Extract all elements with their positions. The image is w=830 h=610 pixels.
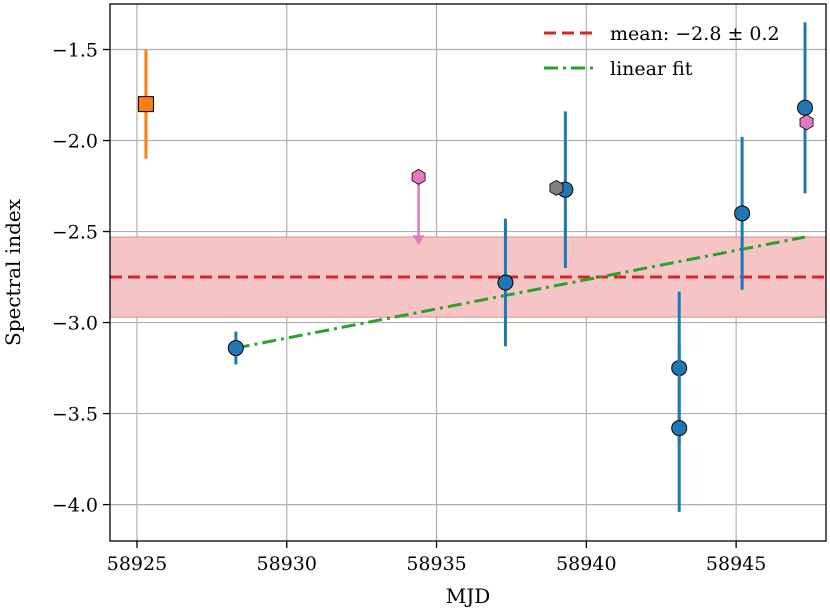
legend-mean-label: mean: −2.8 ± 0.2 — [610, 23, 780, 45]
data-point — [734, 205, 751, 222]
data-point — [671, 420, 688, 437]
y-tick-label: −3.0 — [52, 313, 98, 335]
data-point-hexagon — [549, 179, 564, 196]
linear-fit-line — [235, 235, 806, 350]
y-axis-label: Spectral index — [1, 198, 25, 346]
data-point-square — [137, 96, 154, 113]
y-tick-label: −1.5 — [52, 40, 98, 62]
data-points — [137, 22, 814, 512]
data-point-hexagon — [411, 168, 426, 185]
x-tick-label: 58945 — [706, 553, 766, 575]
data-point — [797, 99, 814, 116]
x-tick-label: 58930 — [257, 553, 317, 575]
x-axis-label: MJD — [446, 584, 491, 608]
legend: mean: −2.8 ± 0.2 linear fit — [544, 23, 780, 80]
x-tick-label: 58935 — [406, 553, 466, 575]
axes-frame — [109, 3, 827, 542]
legend-fit-label: linear fit — [610, 58, 693, 80]
mean-band — [109, 236, 827, 318]
y-tick-label: −2.0 — [52, 131, 98, 153]
x-tick-label: 58925 — [107, 553, 167, 575]
y-tick-label: −4.0 — [52, 495, 98, 517]
upper-limit-arrowhead — [412, 235, 425, 246]
x-tick-label: 58940 — [556, 553, 616, 575]
y-tick-label: −2.5 — [52, 222, 98, 244]
data-point — [497, 274, 514, 291]
data-point — [227, 340, 244, 357]
ticks: 58925 58930 58935 58940 58945 −1.5 −2.0 −2.5 −3.… — [52, 40, 766, 575]
y-tick-label: −3.5 — [52, 404, 98, 426]
data-point-hexagon — [799, 114, 814, 131]
